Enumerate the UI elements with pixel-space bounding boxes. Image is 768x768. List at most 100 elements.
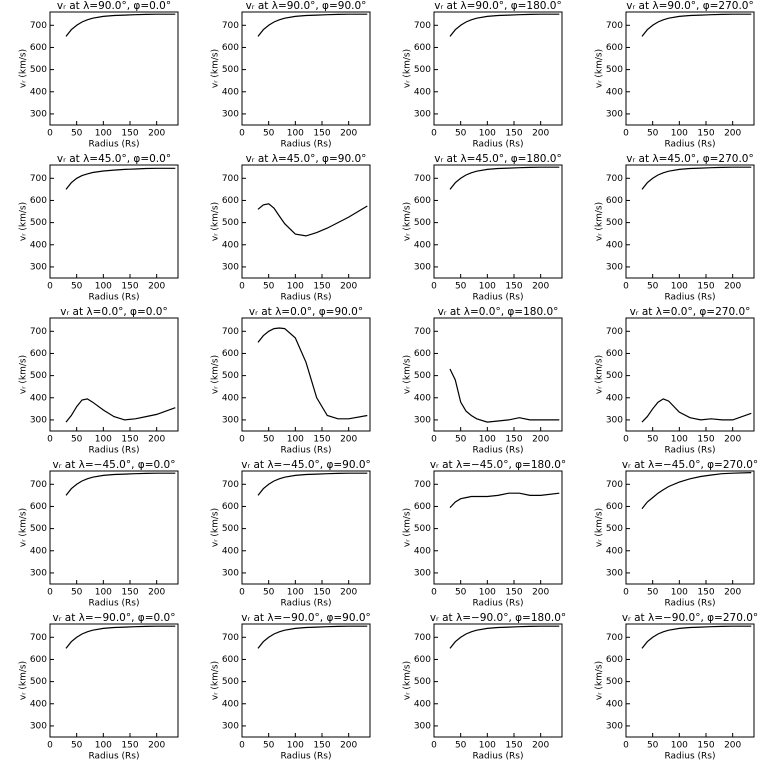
y-tick-label: 400 [606, 87, 623, 97]
x-tick-label: 0 [239, 588, 245, 598]
x-tick-label: 150 [121, 588, 138, 598]
chart-title: vᵣ at λ=0.0°, φ=180.0° [438, 306, 559, 318]
x-tick-label: 150 [121, 741, 138, 751]
x-tick-label: 100 [95, 741, 112, 751]
data-line [641, 625, 752, 649]
x-tick-label: 150 [697, 435, 714, 445]
chart-title: vᵣ at λ=45.0°, φ=180.0° [434, 153, 562, 165]
y-tick-label: 600 [222, 349, 239, 359]
x-tick-label: 200 [340, 741, 357, 751]
x-tick-label: 200 [724, 588, 741, 598]
plot-frame [49, 11, 179, 126]
y-tick-label: 300 [30, 262, 47, 272]
y-tick-label: 400 [606, 240, 623, 250]
x-tick-label: 50 [647, 588, 659, 598]
data-line [257, 625, 368, 649]
x-axis-label: Radius (Rs) [472, 446, 523, 456]
x-tick-label: 0 [431, 282, 437, 292]
y-tick-label: 400 [222, 87, 239, 97]
y-tick-label: 300 [30, 109, 47, 119]
y-axis-label: vᵣ (km/s) [211, 661, 221, 700]
x-tick-label: 50 [455, 741, 467, 751]
y-tick-label: 500 [30, 677, 47, 687]
x-tick-label: 200 [724, 282, 741, 292]
y-axis-label: vᵣ (km/s) [19, 508, 29, 547]
x-tick-label: 150 [313, 588, 330, 598]
y-tick-label: 600 [414, 655, 431, 665]
x-tick-label: 150 [313, 282, 330, 292]
x-axis-label: Radius (Rs) [280, 752, 331, 762]
y-tick-label: 400 [30, 240, 47, 250]
y-tick-label: 600 [30, 196, 47, 206]
x-tick-label: 150 [505, 435, 522, 445]
y-tick-label: 500 [606, 524, 623, 534]
y-tick-label: 600 [606, 196, 623, 206]
y-tick-label: 700 [30, 480, 47, 490]
x-tick-label: 0 [431, 435, 437, 445]
x-tick-label: 50 [647, 282, 659, 292]
chart-title: vᵣ at λ=90.0°, φ=270.0° [626, 0, 754, 12]
x-tick-label: 150 [313, 435, 330, 445]
plot-frame [625, 623, 755, 738]
y-tick-label: 400 [30, 546, 47, 556]
x-tick-label: 50 [71, 282, 83, 292]
y-tick-label: 500 [414, 371, 431, 381]
x-axis-label: Radius (Rs) [664, 752, 715, 762]
x-tick-label: 50 [263, 282, 275, 292]
x-tick-label: 200 [148, 129, 165, 139]
y-tick-label: 500 [606, 65, 623, 75]
x-tick-label: 100 [95, 282, 112, 292]
data-line [641, 166, 752, 190]
data-line [65, 398, 176, 423]
x-tick-label: 150 [505, 282, 522, 292]
plot-frame [49, 470, 179, 585]
y-tick-label: 300 [222, 568, 239, 578]
y-tick-label: 600 [414, 196, 431, 206]
x-tick-label: 0 [431, 129, 437, 139]
y-tick-label: 300 [414, 721, 431, 731]
y-tick-label: 300 [414, 109, 431, 119]
x-tick-label: 200 [148, 588, 165, 598]
x-tick-label: 200 [148, 741, 165, 751]
y-axis-label: vᵣ (km/s) [595, 202, 605, 241]
chart-title: vᵣ at λ=90.0°, φ=180.0° [434, 0, 562, 12]
y-tick-label: 700 [30, 21, 47, 31]
y-axis-label: vᵣ (km/s) [19, 661, 29, 700]
x-tick-label: 0 [239, 129, 245, 139]
y-tick-label: 700 [606, 327, 623, 337]
x-tick-label: 0 [239, 435, 245, 445]
x-tick-label: 50 [71, 588, 83, 598]
plot-frame [241, 11, 371, 126]
data-line [65, 472, 176, 496]
y-tick-label: 300 [222, 415, 239, 425]
plot-frame [625, 164, 755, 279]
plot-frame [433, 11, 563, 126]
y-tick-label: 300 [606, 415, 623, 425]
y-axis-label: vᵣ (km/s) [595, 49, 605, 88]
y-tick-label: 700 [222, 633, 239, 643]
x-tick-label: 50 [71, 741, 83, 751]
x-tick-label: 100 [287, 282, 304, 292]
y-tick-label: 700 [222, 21, 239, 31]
chart-title: vᵣ at λ=90.0°, φ=90.0° [246, 0, 367, 12]
x-axis-label: Radius (Rs) [88, 446, 139, 456]
x-tick-label: 0 [623, 282, 629, 292]
y-tick-label: 300 [606, 109, 623, 119]
x-tick-label: 100 [287, 741, 304, 751]
y-axis-label: vᵣ (km/s) [403, 202, 413, 241]
chart-title: vᵣ at λ=0.0°, φ=0.0° [60, 306, 167, 318]
x-tick-label: 50 [71, 435, 83, 445]
y-tick-label: 300 [606, 721, 623, 731]
y-tick-label: 700 [414, 480, 431, 490]
x-tick-label: 100 [287, 588, 304, 598]
plot-frame [49, 317, 179, 432]
y-tick-label: 700 [606, 480, 623, 490]
x-tick-label: 200 [340, 282, 357, 292]
y-tick-label: 300 [222, 262, 239, 272]
y-tick-label: 700 [30, 633, 47, 643]
chart-title: vᵣ at λ=−45.0°, φ=90.0° [241, 459, 371, 471]
y-tick-label: 500 [222, 524, 239, 534]
y-tick-label: 500 [222, 677, 239, 687]
chart-title: vᵣ at λ=45.0°, φ=270.0° [626, 153, 754, 165]
